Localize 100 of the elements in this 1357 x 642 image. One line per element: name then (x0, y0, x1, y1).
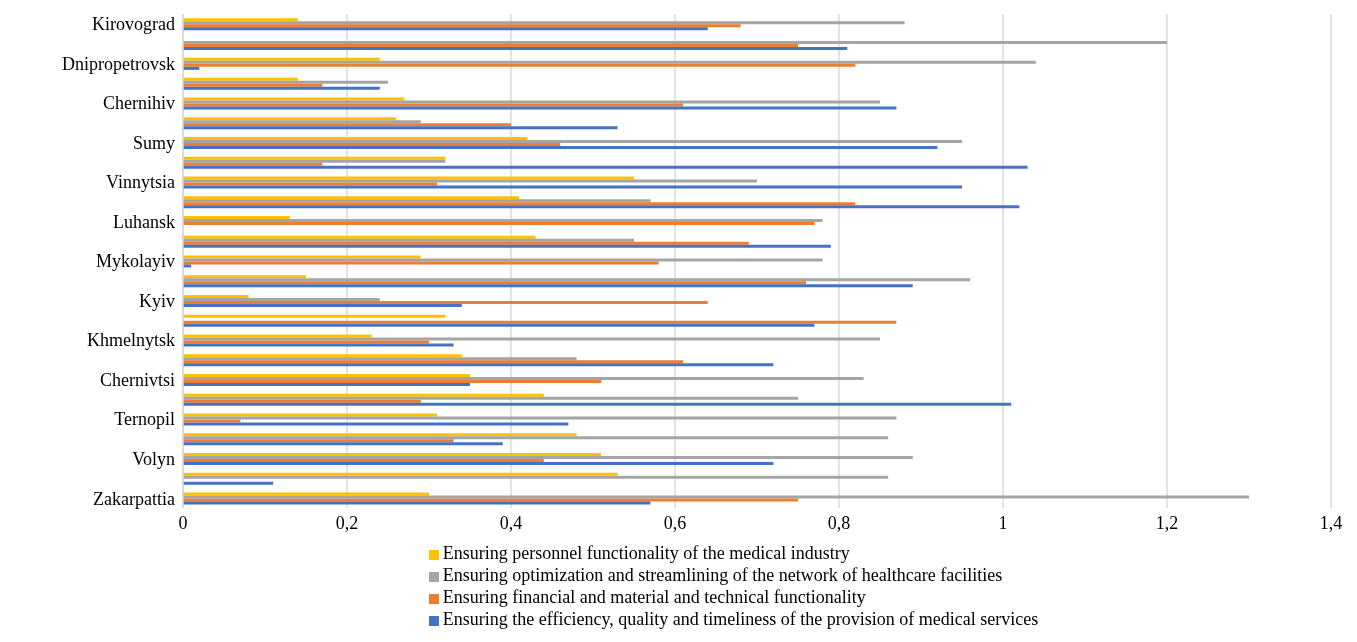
bar (183, 63, 856, 67)
bar (183, 453, 602, 457)
bar (183, 374, 470, 378)
bar (183, 320, 897, 324)
bar (183, 422, 569, 426)
bar (183, 21, 905, 25)
bar (183, 393, 544, 397)
bar (183, 297, 380, 301)
y-tick-label: Chernihiv (103, 93, 175, 114)
bar (183, 185, 962, 189)
y-tick-label: Ternopil (114, 409, 175, 430)
bar (183, 399, 421, 403)
x-tick-label: 1,4 (1319, 512, 1343, 533)
bar (183, 481, 274, 485)
y-tick-label: Luhansk (113, 211, 175, 232)
y-tick-label: Vinnytsia (106, 172, 175, 193)
bar (183, 459, 544, 463)
bar (183, 221, 815, 225)
bar (183, 380, 602, 384)
x-tick-label: 1 (998, 512, 1008, 533)
bar (183, 340, 429, 344)
bar (183, 278, 971, 282)
bar (183, 47, 848, 51)
bar (183, 86, 380, 90)
bar (183, 495, 1249, 499)
bar (183, 142, 561, 146)
x-tick-label: 1,2 (1155, 512, 1179, 533)
bar (183, 413, 438, 417)
bar (183, 24, 741, 28)
bar (183, 284, 913, 288)
x-tick-label: 0,6 (663, 512, 687, 533)
y-tick-label: Dnipropetrovsk (62, 53, 175, 74)
bar (183, 44, 798, 48)
bar (183, 80, 388, 84)
bar (183, 106, 897, 110)
bar (183, 354, 462, 358)
bar (183, 363, 774, 367)
y-tick-label: Mykolayiv (96, 251, 175, 272)
bar (183, 145, 938, 149)
bar (183, 433, 577, 437)
bar (183, 314, 446, 318)
bar (183, 60, 1036, 64)
bar (183, 215, 290, 219)
bar (183, 199, 651, 203)
bar (183, 179, 757, 183)
bar (183, 165, 1028, 169)
bar (183, 100, 880, 104)
bar (183, 97, 405, 101)
bar (183, 241, 749, 245)
bar (183, 396, 798, 400)
bar (183, 442, 503, 446)
bar (183, 456, 913, 460)
bar (183, 377, 864, 381)
bar (183, 57, 380, 61)
y-tick-label: Volyn (132, 448, 175, 469)
bar (183, 492, 429, 496)
x-tick-label: 0,2 (335, 512, 359, 533)
y-tick-label: Kirovograd (92, 14, 175, 35)
y-tick-label: Zakarpattia (93, 488, 176, 509)
bar (183, 66, 200, 70)
bar (183, 337, 880, 341)
bar (183, 196, 520, 200)
bar (183, 235, 536, 239)
legend-label: Ensuring the efficiency, quality and timeliness of the provision of medical services (442, 609, 1039, 629)
bar (183, 300, 708, 304)
y-tick-label: Sumy (132, 132, 175, 153)
bar (183, 244, 831, 248)
x-tick-label: 0 (178, 512, 188, 533)
bar (183, 281, 807, 285)
bar (183, 139, 962, 143)
bar (183, 275, 306, 279)
bar (183, 360, 684, 364)
bar (183, 182, 438, 186)
legend-label: Ensuring optimization and streamlining of the network of healthcare facilities (442, 565, 1003, 585)
bar (183, 472, 618, 476)
y-tick-label: Kyiv (139, 290, 175, 311)
bar (183, 27, 708, 31)
bar (183, 343, 454, 347)
bar (183, 202, 856, 206)
bar (183, 436, 889, 440)
bar (183, 103, 684, 107)
bar (183, 501, 651, 505)
y-tick-label: Khmelnytsk (87, 330, 175, 351)
bar (183, 18, 298, 22)
bar (183, 83, 323, 87)
bar (183, 462, 774, 466)
bar (183, 218, 823, 222)
bar (183, 162, 323, 166)
bar (183, 176, 634, 180)
bar (183, 120, 421, 124)
bar (183, 303, 462, 307)
bar (183, 136, 528, 140)
bar (183, 123, 511, 127)
bar (183, 77, 298, 81)
bar (183, 41, 1167, 45)
y-tick-label: Chernivtsi (100, 369, 175, 390)
bar (183, 294, 249, 298)
bar (183, 255, 421, 259)
bar (183, 357, 577, 361)
x-tick-label: 0,8 (827, 512, 851, 533)
